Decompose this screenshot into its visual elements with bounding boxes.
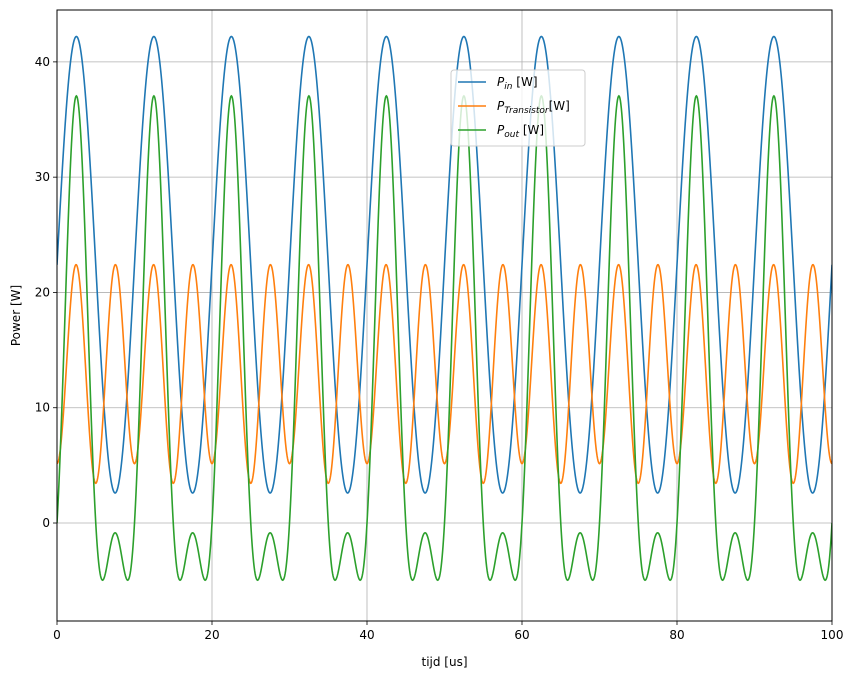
legend: Pin [W] PTransistor[W] Pout [W] bbox=[450, 69, 586, 147]
x-tick-label: 0 bbox=[53, 628, 61, 642]
y-tick-label: 30 bbox=[35, 170, 50, 184]
y-tick-label: 40 bbox=[35, 55, 50, 69]
plot-frame bbox=[56, 9, 833, 622]
y-tick-label: 0 bbox=[42, 516, 50, 530]
x-tick-label: 20 bbox=[204, 628, 219, 642]
y-axis-ticks: 0 10 20 30 40 bbox=[35, 55, 57, 530]
x-tick-label: 60 bbox=[514, 628, 529, 642]
x-tick-label: 40 bbox=[359, 628, 374, 642]
plot-lines bbox=[57, 35, 832, 582]
legend-box bbox=[450, 69, 586, 147]
legend-label: Pin [W] bbox=[497, 75, 538, 92]
series-line bbox=[57, 35, 832, 494]
y-tick-label: 20 bbox=[35, 285, 50, 299]
legend-label: PTransistor[W] bbox=[497, 99, 570, 116]
series-line bbox=[57, 263, 832, 485]
x-tick-label: 100 bbox=[821, 628, 844, 642]
x-tick-label: 80 bbox=[669, 628, 684, 642]
legend-label: Pout [W] bbox=[497, 123, 544, 140]
y-axis-label: Power [W] bbox=[9, 285, 23, 346]
y-tick-label: 10 bbox=[35, 401, 50, 415]
x-axis-label: tijd [us] bbox=[421, 655, 467, 669]
x-axis-ticks: 0 20 40 60 80 100 bbox=[53, 621, 843, 642]
series-line bbox=[57, 94, 832, 582]
